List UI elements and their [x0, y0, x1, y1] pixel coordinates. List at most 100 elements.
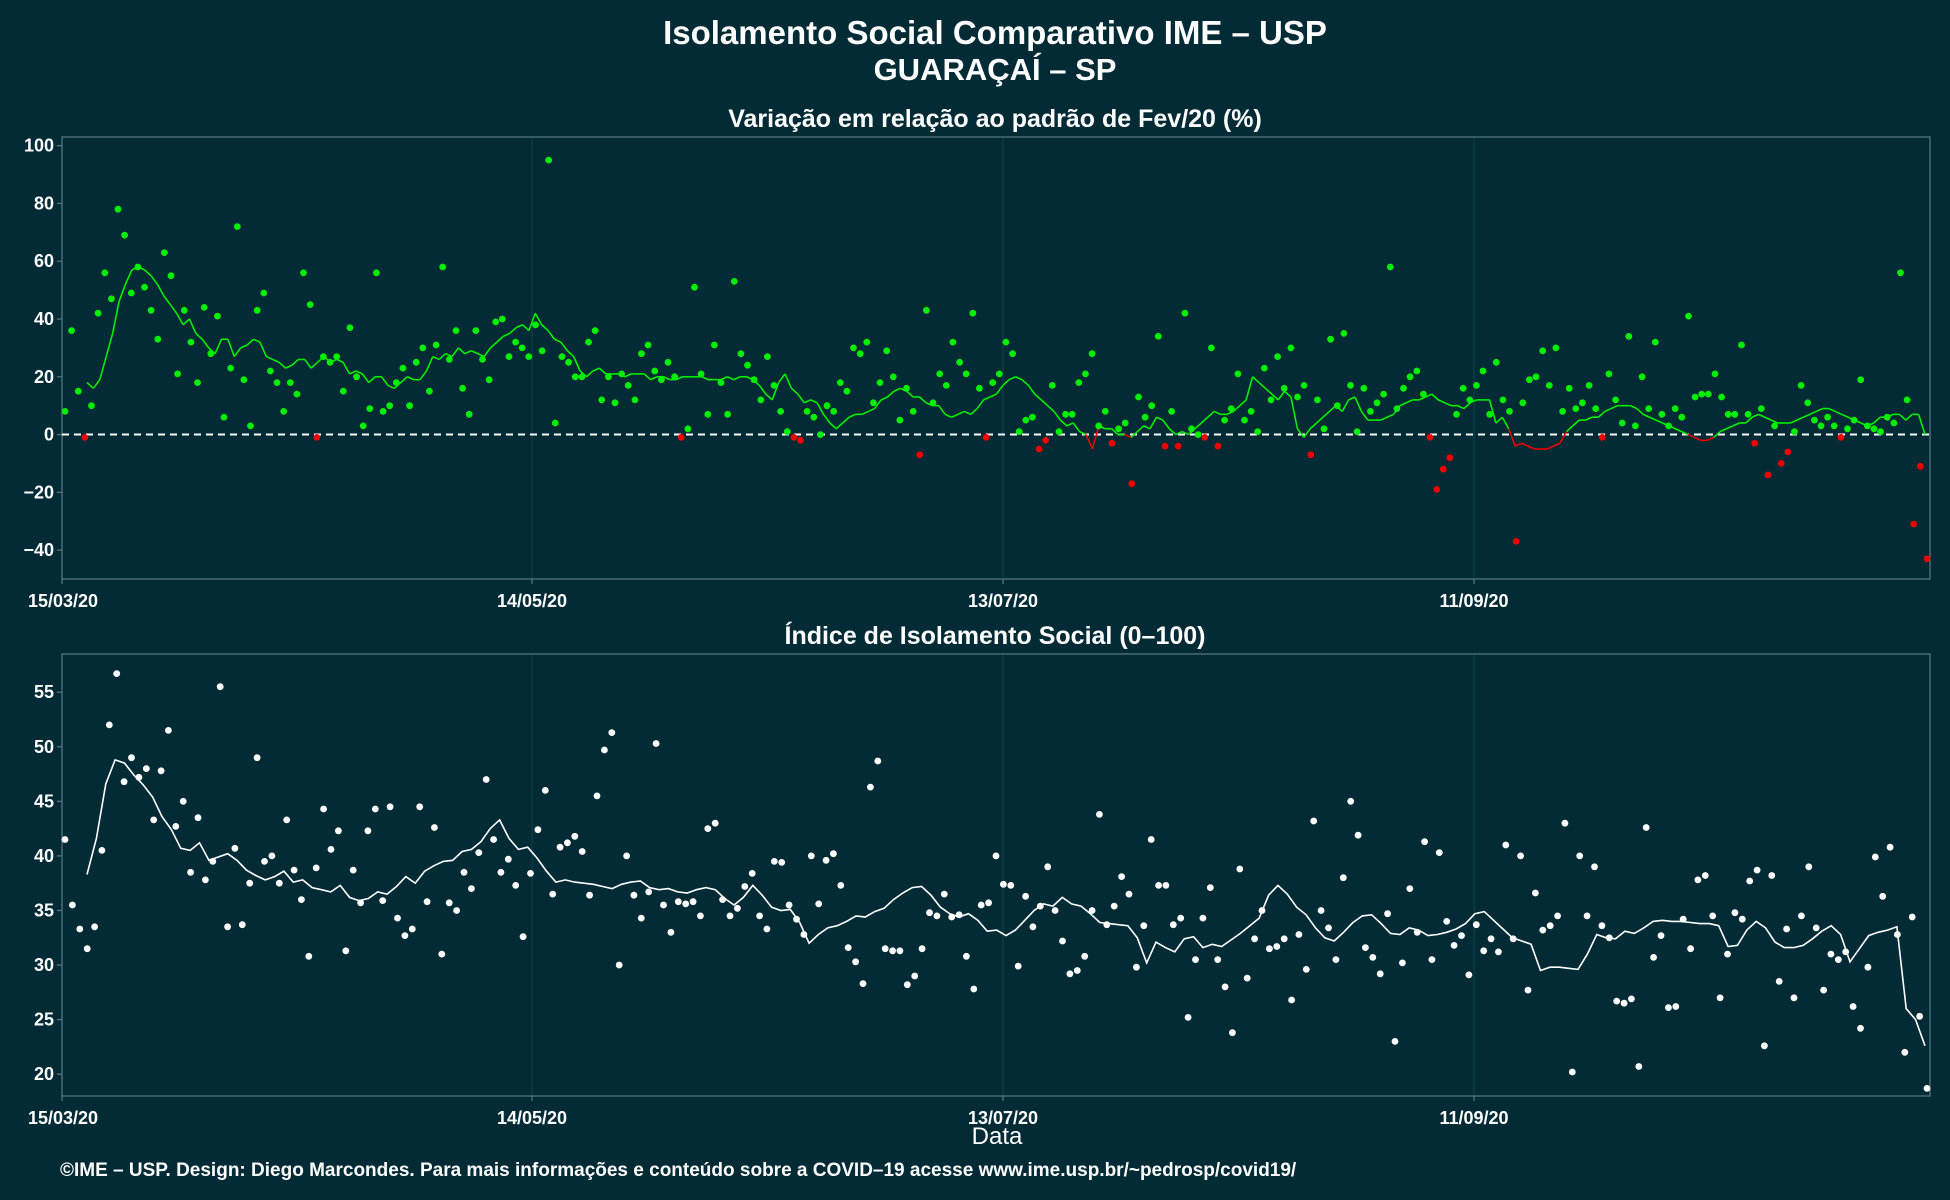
data-point [431, 824, 438, 831]
moving-average-segment [919, 396, 927, 404]
y-tick-label: 45 [34, 791, 54, 811]
data-point [881, 945, 889, 953]
data-point [1658, 410, 1666, 418]
moving-average-segment [624, 373, 632, 378]
data-point [764, 353, 771, 360]
y-tick-label: −20 [23, 482, 54, 502]
data-point [611, 399, 619, 407]
moving-average-segment [989, 393, 997, 398]
moving-average-segment [893, 387, 901, 392]
data-point [416, 803, 424, 811]
data-point [558, 353, 566, 360]
moving-average-segment [1873, 416, 1881, 424]
data-point [150, 816, 158, 824]
data-point [127, 289, 135, 297]
data-point [1280, 384, 1288, 392]
data-point [1812, 924, 1820, 932]
moving-average-segment [1136, 425, 1145, 433]
data-point [1857, 1024, 1864, 1032]
data-point [1267, 396, 1275, 404]
data-point [532, 321, 539, 329]
moving-average-segment [1386, 413, 1394, 418]
data-point [1512, 538, 1520, 545]
data-point [253, 754, 261, 762]
moving-average-segment [1559, 431, 1568, 444]
moving-average-segment [758, 384, 767, 395]
moving-average-segment [1898, 413, 1907, 421]
moving-average-segment [419, 370, 428, 381]
x-tick-label: 11/09/20 [1439, 1108, 1508, 1128]
moving-average-segment [1143, 425, 1151, 430]
data-point [320, 805, 327, 813]
data-point [1635, 1063, 1643, 1070]
data-point [1784, 448, 1792, 456]
moving-average-segment [1790, 419, 1798, 424]
data-point [1691, 393, 1699, 401]
data-point [268, 852, 276, 860]
data-point [1724, 950, 1731, 958]
y-tick-label: 50 [34, 737, 54, 757]
data-point [916, 451, 924, 459]
moving-average-segment [86, 381, 94, 389]
moving-average-segment [1085, 434, 1094, 450]
data-point [240, 376, 248, 384]
y-tick-label: 25 [34, 1010, 54, 1030]
data-point [1486, 410, 1494, 418]
data-point [1048, 382, 1056, 389]
moving-average-segment [1488, 399, 1497, 424]
moving-average-segment [201, 338, 210, 349]
data-point [1811, 416, 1818, 424]
data-point [1320, 425, 1328, 433]
data-point [1221, 983, 1229, 991]
data-point [1035, 445, 1043, 453]
data-point [438, 950, 446, 958]
data-point [1768, 872, 1776, 879]
data-point [349, 866, 357, 874]
data-point [445, 356, 453, 363]
data-point [220, 413, 228, 421]
data-point [1325, 924, 1332, 932]
data-point [1466, 396, 1474, 404]
data-point [1473, 382, 1480, 389]
moving-average-segment [246, 338, 255, 346]
data-point [756, 912, 763, 920]
moving-average-segment [1316, 416, 1324, 424]
moving-average-segment [342, 361, 351, 375]
moving-average-segment [1162, 419, 1170, 430]
data-point [1022, 416, 1030, 424]
data-point [1605, 370, 1613, 378]
data-point [936, 370, 944, 378]
data-point [1391, 1038, 1399, 1045]
moving-average-segment [727, 376, 735, 381]
x-tick-label: 15/03/20 [28, 591, 98, 611]
data-point [472, 327, 480, 334]
moving-average-segment [483, 347, 492, 358]
data-point [1585, 382, 1593, 389]
data-point [1280, 935, 1288, 943]
data-point [88, 402, 95, 410]
data-point [1406, 373, 1414, 381]
index-panel: Índice de Isolamento Social (0–100) 20 25… [28, 621, 1931, 1128]
data-point [903, 384, 910, 392]
data-point [748, 870, 756, 877]
data-point [1612, 396, 1619, 404]
data-point [534, 826, 542, 834]
data-point [1314, 396, 1321, 404]
moving-average-segment [861, 410, 869, 416]
data-point [105, 721, 113, 729]
data-point [717, 379, 725, 386]
data-point [896, 947, 904, 955]
data-point [1487, 935, 1495, 943]
data-point [601, 746, 608, 754]
data-point [830, 408, 838, 415]
data-point [549, 890, 557, 898]
data-point [1367, 408, 1374, 415]
data-point [1042, 436, 1050, 444]
moving-average-segment [1681, 430, 1689, 436]
moving-average-segment [1239, 399, 1247, 407]
data-point [982, 434, 990, 441]
data-point [300, 269, 307, 277]
data-point [327, 846, 335, 853]
data-point [1783, 925, 1790, 933]
chart-title: Isolamento Social Comparativo IME – USP [663, 14, 1327, 51]
